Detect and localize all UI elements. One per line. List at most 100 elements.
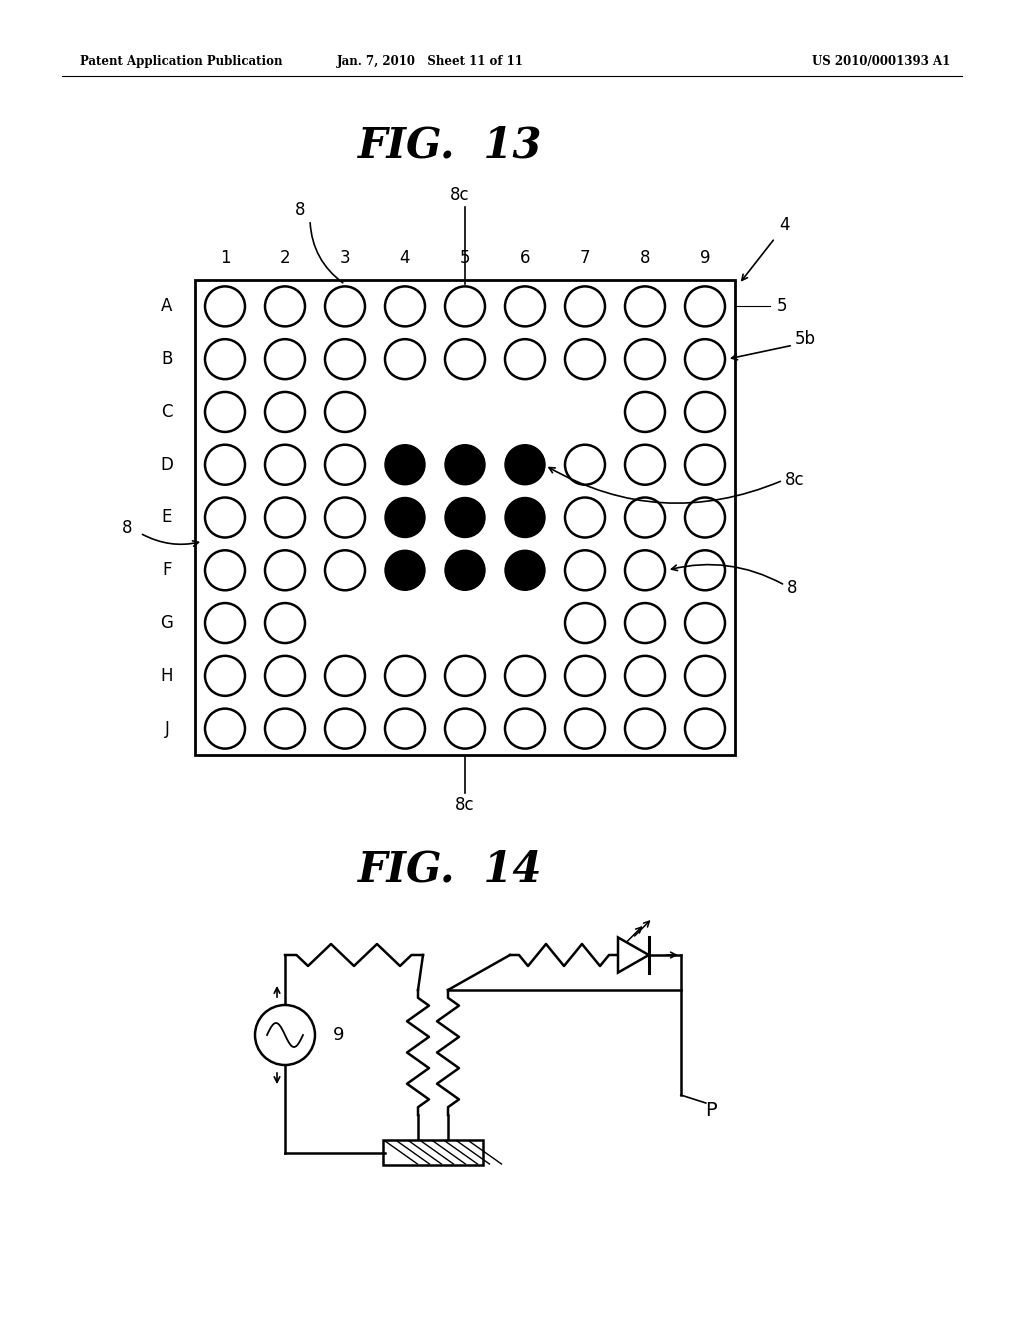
Circle shape (265, 498, 305, 537)
Text: FIG.  14: FIG. 14 (357, 849, 543, 891)
Circle shape (325, 445, 365, 484)
Circle shape (205, 286, 245, 326)
Circle shape (205, 339, 245, 379)
Text: Patent Application Publication: Patent Application Publication (80, 55, 283, 69)
Circle shape (505, 709, 545, 748)
Circle shape (255, 1005, 315, 1065)
Circle shape (265, 656, 305, 696)
Circle shape (385, 498, 425, 537)
Circle shape (625, 603, 665, 643)
Circle shape (325, 286, 365, 326)
Text: FIG.  13: FIG. 13 (357, 124, 543, 166)
Circle shape (205, 498, 245, 537)
Circle shape (325, 392, 365, 432)
Text: 9: 9 (333, 1026, 344, 1044)
Circle shape (265, 603, 305, 643)
Text: 9: 9 (699, 249, 711, 267)
Circle shape (625, 498, 665, 537)
Circle shape (205, 709, 245, 748)
Circle shape (385, 709, 425, 748)
Text: H: H (161, 667, 173, 685)
Circle shape (505, 498, 545, 537)
Text: 4: 4 (779, 216, 791, 234)
Circle shape (685, 392, 725, 432)
Circle shape (325, 656, 365, 696)
Circle shape (685, 286, 725, 326)
Circle shape (445, 656, 485, 696)
Text: A: A (162, 297, 173, 315)
Circle shape (205, 392, 245, 432)
Text: 2: 2 (280, 249, 291, 267)
Circle shape (565, 339, 605, 379)
Text: P: P (705, 1101, 717, 1119)
Text: 1: 1 (220, 249, 230, 267)
Circle shape (685, 656, 725, 696)
Circle shape (445, 550, 485, 590)
Circle shape (325, 550, 365, 590)
Circle shape (445, 445, 485, 484)
Text: B: B (162, 350, 173, 368)
Text: D: D (161, 455, 173, 474)
Circle shape (445, 286, 485, 326)
Circle shape (325, 339, 365, 379)
Text: US 2010/0001393 A1: US 2010/0001393 A1 (812, 55, 950, 69)
Text: Jan. 7, 2010   Sheet 11 of 11: Jan. 7, 2010 Sheet 11 of 11 (337, 55, 523, 69)
Bar (195, 280, 735, 755)
Bar (383, 1140, 483, 1166)
Circle shape (685, 498, 725, 537)
Circle shape (205, 445, 245, 484)
Circle shape (565, 286, 605, 326)
Text: 8: 8 (295, 201, 305, 219)
Circle shape (445, 709, 485, 748)
Circle shape (625, 656, 665, 696)
Text: E: E (162, 508, 172, 527)
Text: 8: 8 (640, 249, 650, 267)
Text: 7: 7 (580, 249, 590, 267)
Circle shape (565, 445, 605, 484)
Circle shape (625, 392, 665, 432)
Circle shape (265, 392, 305, 432)
Text: 5: 5 (777, 297, 787, 315)
Text: 8: 8 (122, 519, 132, 537)
Circle shape (385, 339, 425, 379)
Circle shape (265, 286, 305, 326)
Circle shape (565, 709, 605, 748)
Circle shape (685, 603, 725, 643)
Circle shape (625, 709, 665, 748)
Circle shape (625, 550, 665, 590)
Text: 4: 4 (399, 249, 411, 267)
Circle shape (265, 709, 305, 748)
Circle shape (625, 445, 665, 484)
Circle shape (325, 498, 365, 537)
Circle shape (565, 498, 605, 537)
Text: F: F (162, 561, 172, 579)
Circle shape (625, 286, 665, 326)
Circle shape (685, 445, 725, 484)
Circle shape (685, 550, 725, 590)
Circle shape (265, 445, 305, 484)
Circle shape (385, 656, 425, 696)
Text: 5: 5 (460, 249, 470, 267)
Text: 8c: 8c (451, 186, 470, 205)
Circle shape (505, 339, 545, 379)
Text: 8c: 8c (785, 471, 805, 490)
Circle shape (445, 339, 485, 379)
Circle shape (265, 550, 305, 590)
Circle shape (565, 603, 605, 643)
Text: 6: 6 (520, 249, 530, 267)
Circle shape (685, 709, 725, 748)
Circle shape (265, 339, 305, 379)
Circle shape (325, 709, 365, 748)
Circle shape (685, 339, 725, 379)
Text: 3: 3 (340, 249, 350, 267)
Circle shape (445, 498, 485, 537)
Text: 5b: 5b (795, 330, 816, 348)
Text: J: J (165, 719, 169, 738)
Circle shape (505, 286, 545, 326)
Circle shape (505, 656, 545, 696)
Text: G: G (161, 614, 173, 632)
Circle shape (205, 550, 245, 590)
Text: 8: 8 (787, 579, 798, 597)
Text: 8c: 8c (456, 796, 475, 814)
Circle shape (205, 656, 245, 696)
